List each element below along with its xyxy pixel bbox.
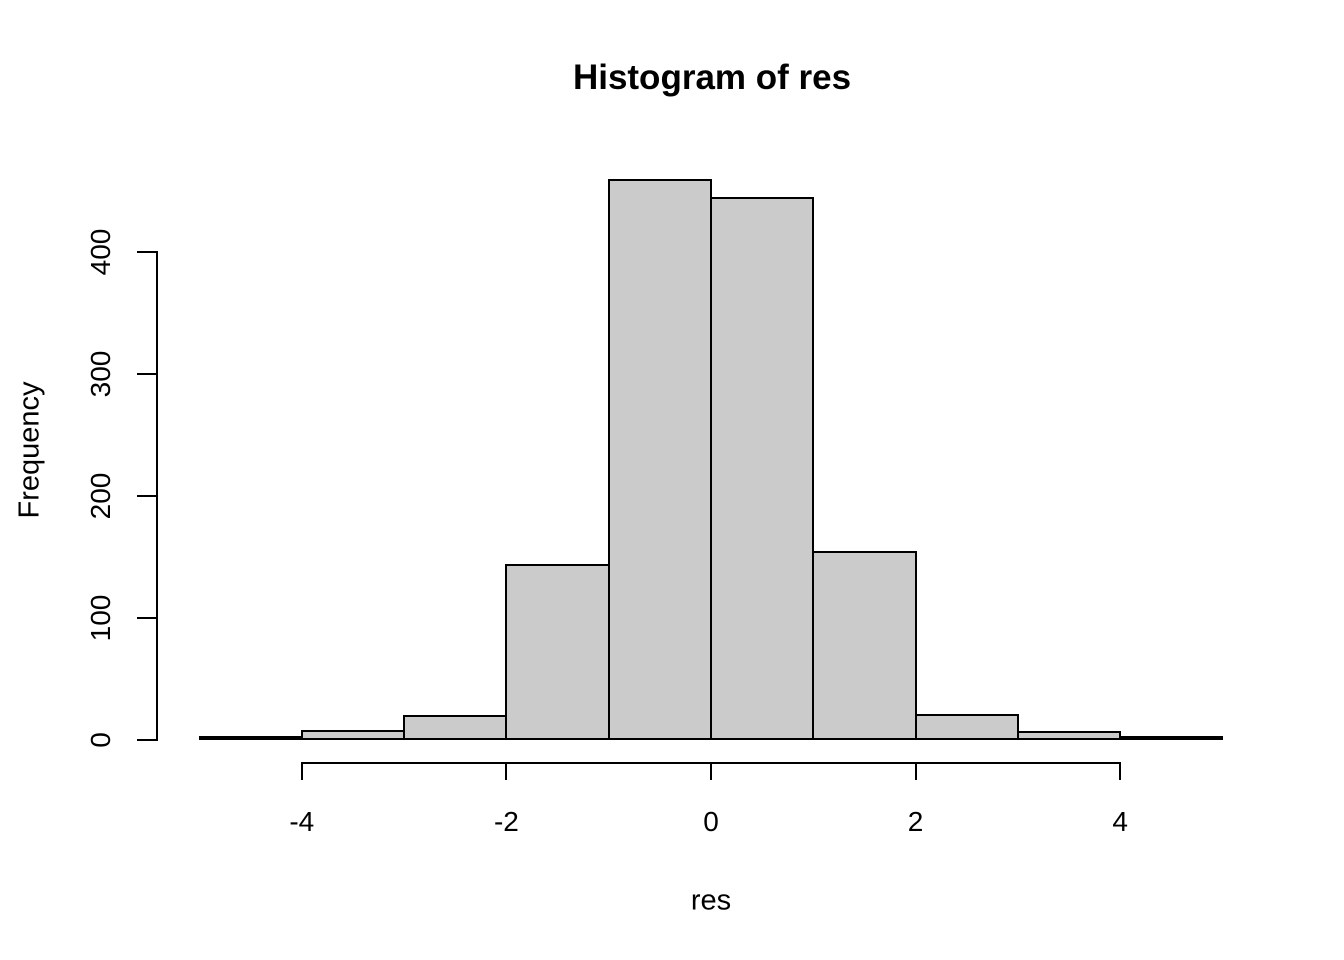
x-tick-label: 0 bbox=[703, 806, 719, 837]
y-tick-label: 100 bbox=[85, 594, 116, 641]
x-axis-tick bbox=[1119, 763, 1122, 780]
histogram-bar bbox=[812, 550, 917, 741]
y-tick-label: 300 bbox=[85, 350, 116, 397]
y-axis-tick bbox=[136, 250, 157, 253]
y-tick-label: 400 bbox=[85, 228, 116, 275]
histogram-bar bbox=[914, 714, 1019, 741]
x-axis-tick bbox=[914, 763, 917, 780]
x-tick-label: 2 bbox=[907, 806, 924, 837]
y-axis-tick bbox=[136, 616, 157, 619]
histogram-bar bbox=[607, 178, 712, 741]
x-tick-label: -4 bbox=[289, 806, 315, 837]
y-tick-label: 200 bbox=[85, 472, 116, 519]
histogram-bar bbox=[403, 715, 508, 741]
y-axis-tick bbox=[136, 372, 157, 375]
chart-title: Histogram of res bbox=[572, 58, 852, 97]
x-tick-label: 4 bbox=[1112, 806, 1128, 837]
y-axis-tick bbox=[136, 738, 157, 741]
y-axis-tick bbox=[136, 494, 157, 497]
histogram-bar bbox=[1119, 736, 1224, 741]
histogram-bar bbox=[198, 736, 303, 741]
x-axis-tick bbox=[300, 763, 303, 780]
histogram-bar bbox=[300, 729, 406, 741]
histogram-bar bbox=[505, 564, 610, 741]
x-axis-tick bbox=[505, 763, 508, 780]
histogram-bar bbox=[710, 196, 815, 741]
y-tick-label: 0 bbox=[85, 731, 116, 748]
x-axis-label: res bbox=[690, 884, 732, 917]
y-axis-label: Frequency bbox=[13, 381, 46, 519]
y-axis-line bbox=[155, 250, 158, 741]
x-axis-tick bbox=[710, 763, 712, 780]
histogram-bar bbox=[1016, 731, 1122, 741]
x-tick-label: -2 bbox=[493, 806, 519, 837]
